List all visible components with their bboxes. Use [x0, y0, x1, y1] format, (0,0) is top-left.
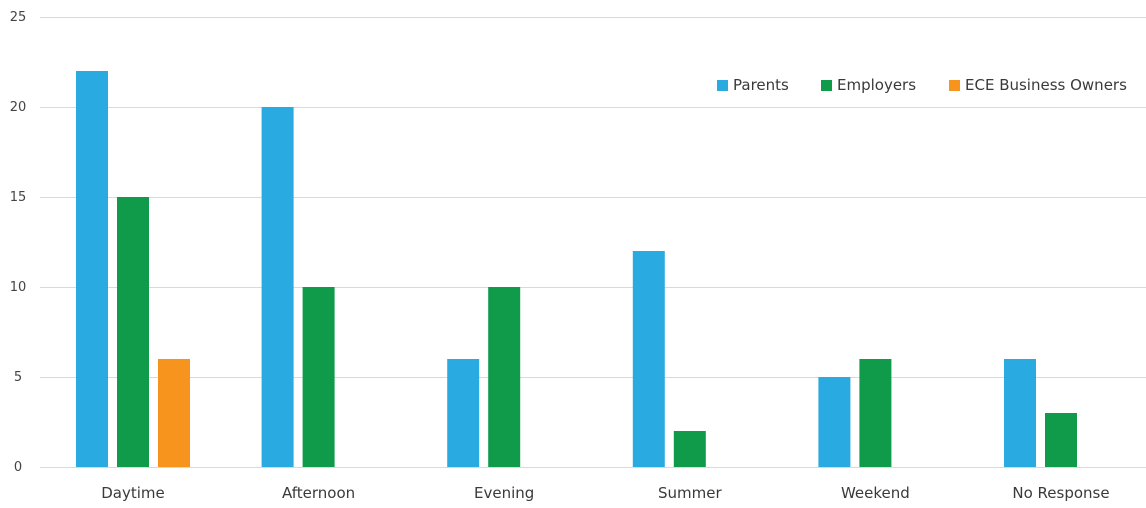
bar-parents-afternoon: [261, 107, 294, 467]
y-tick-label: 5: [14, 370, 22, 385]
bar-parents-evening: [447, 359, 480, 467]
legend: Parents Employers ECE Business Owners: [717, 76, 1127, 94]
bar-employers-no-response: [1045, 413, 1077, 467]
y-axis-ticks: 0 5 10 15 20 25: [10, 10, 27, 475]
y-tick-label: 25: [10, 10, 27, 25]
gridlines: [40, 17, 1146, 468]
legend-label-parents: Parents: [733, 76, 789, 94]
legend-swatch-parents: [717, 80, 728, 91]
x-category-label: No Response: [1012, 484, 1109, 502]
bar-employers-evening: [488, 287, 521, 467]
bar-ece-business-owners-daytime: [158, 359, 190, 467]
y-tick-label: 15: [10, 190, 27, 205]
bar-parents-no-response: [1004, 359, 1036, 467]
bar-parents-weekend: [818, 377, 851, 467]
legend-swatch-employers: [821, 80, 832, 91]
x-axis-categories: Daytime Afternoon Evening Summer Weekend No R…: [101, 484, 1109, 502]
bar-employers-daytime: [117, 197, 149, 467]
legend-swatch-ece-business-owners: [949, 80, 960, 91]
bars: [76, 71, 1077, 467]
y-tick-label: 10: [10, 280, 27, 295]
x-category-label: Weekend: [841, 484, 910, 502]
x-category-label: Evening: [474, 484, 534, 502]
bar-employers-summer: [673, 431, 706, 467]
bar-parents-summer: [632, 251, 665, 467]
y-tick-label: 0: [14, 460, 22, 475]
legend-label-employers: Employers: [837, 76, 916, 94]
x-category-label: Summer: [658, 484, 722, 502]
x-category-label: Afternoon: [282, 484, 355, 502]
bar-employers-weekend: [859, 359, 892, 467]
y-tick-label: 20: [10, 100, 27, 115]
bar-parents-daytime: [76, 71, 108, 467]
x-category-label: Daytime: [101, 484, 165, 502]
legend-label-ece-business-owners: ECE Business Owners: [965, 76, 1127, 94]
bar-employers-afternoon: [302, 287, 335, 467]
